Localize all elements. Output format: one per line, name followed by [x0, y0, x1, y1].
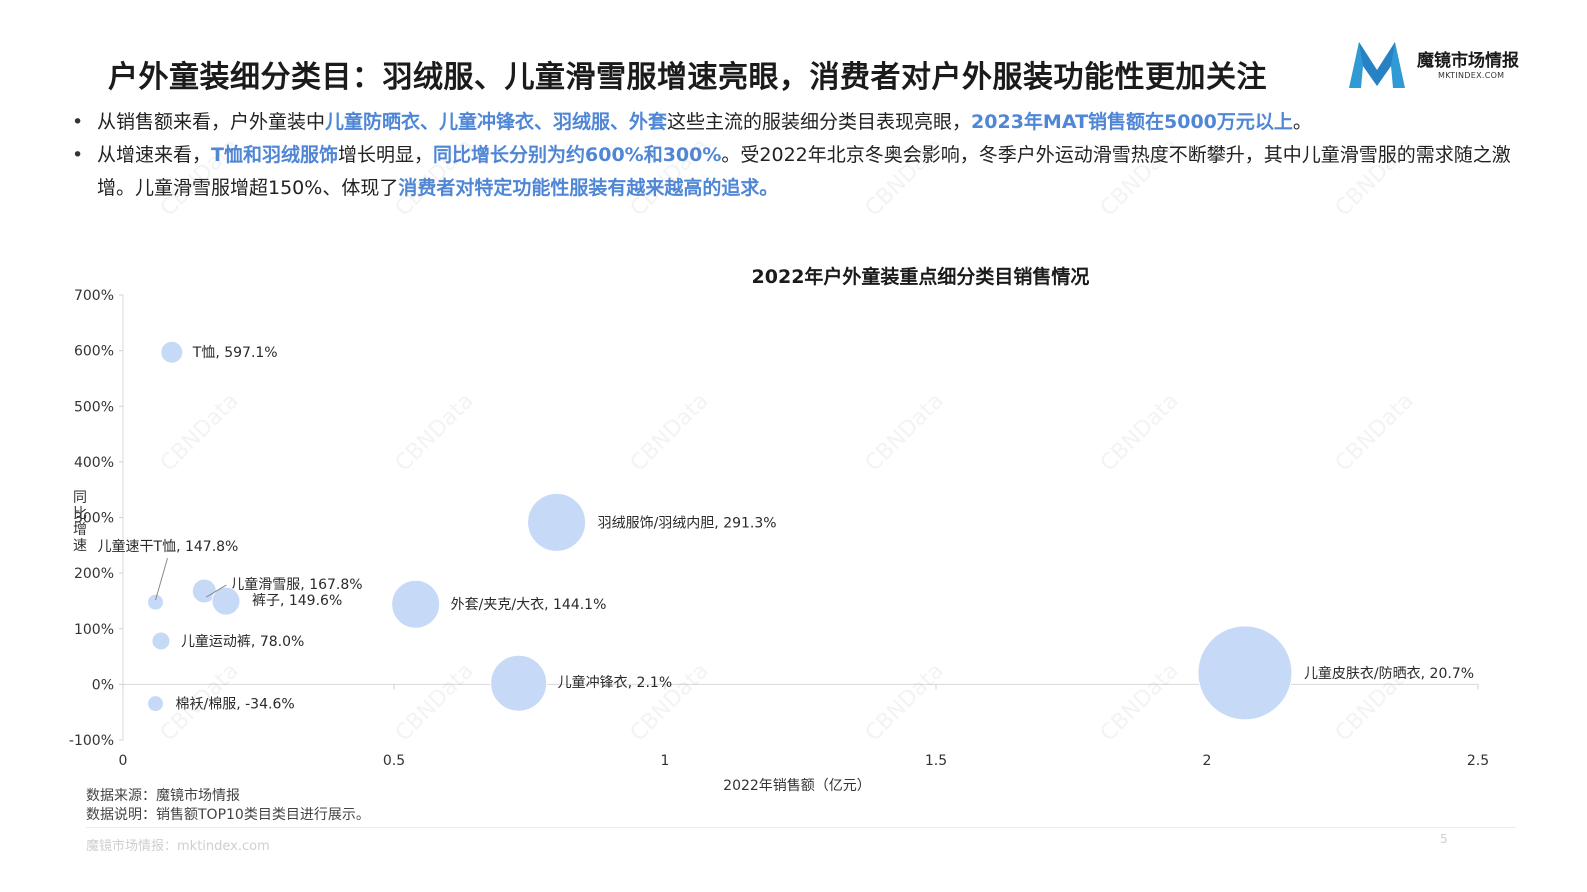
y-tick-label: 200%: [74, 566, 114, 582]
leader-line: [206, 584, 227, 598]
bullet-text: 从增速来看，: [97, 144, 212, 166]
brand-logo: 魔镜市场情报 MKTINDEX.COM: [1345, 36, 1535, 96]
bubble-label: 儿童皮肤衣/防晒衣, 20.7%: [1304, 665, 1474, 682]
data-note: 数据说明：销售额TOP10类目类目进行展示。: [86, 807, 370, 823]
y-axis-label: 同: [73, 490, 87, 506]
bubble-label: 儿童冲锋衣, 2.1%: [558, 674, 672, 691]
y-tick-label: 0%: [92, 677, 114, 693]
x-tick-label: 2: [1203, 753, 1212, 769]
y-tick-label: 300%: [74, 511, 114, 527]
y-axis-label: 速: [73, 538, 87, 554]
y-tick-label: -100%: [69, 733, 114, 749]
bullet-text: 。: [1292, 111, 1312, 133]
bubble: [391, 579, 441, 629]
bullet-growth: 从增速来看，T恤和羽绒服饰增长明显，同比增长分别为约600%和300%。受202…: [70, 139, 1540, 205]
bubble-label: 儿童运动裤, 78.0%: [181, 633, 304, 650]
bubble: [151, 631, 171, 651]
bubble-label: 羽绒服饰/羽绒内胆, 291.3%: [598, 515, 777, 531]
bubble: [147, 593, 165, 611]
y-tick-label: 400%: [74, 455, 114, 471]
bullet-highlight: 儿童防晒衣、儿童冲锋衣、羽绒服、外套: [325, 111, 668, 133]
bubble-label: T恤, 597.1%: [192, 345, 278, 361]
bullet-highlight: 2023年MAT销售额在5000万元以上: [971, 111, 1293, 133]
y-axis-label: 比: [73, 506, 87, 522]
footer-site: 魔镜市场情报：mktindex.com: [86, 839, 270, 854]
bullet-highlight: 消费者对特定功能性服装有越来越高的追求。: [398, 177, 779, 199]
bubble-label: 棉袄/棉服, -34.6%: [176, 696, 295, 713]
bullet-highlight: 同比增长分别为约600%和300%: [433, 144, 722, 166]
bullet-sales: 从销售额来看，户外童装中儿童防晒衣、儿童冲锋衣、羽绒服、外套这些主流的服装细分类…: [70, 106, 1540, 139]
data-source: 数据来源：魔镜市场情报: [86, 788, 240, 804]
leader-line: [155, 558, 169, 601]
bullet-text: 从销售额来看，户外童装中: [97, 111, 326, 133]
y-tick-label: 100%: [74, 622, 114, 638]
x-tick-label: 0: [119, 753, 128, 769]
bubble: [160, 340, 184, 364]
y-tick-label: 500%: [74, 399, 114, 415]
page-number: 5: [1440, 832, 1448, 846]
bullet-text: 增长明显，: [337, 144, 433, 166]
y-axis-label: 增: [73, 522, 87, 538]
bubble: [527, 492, 587, 552]
bubble-label: 儿童速干T恤, 147.8%: [98, 538, 239, 555]
logo-text: 魔镜市场情报: [1417, 51, 1519, 71]
bubble: [147, 695, 165, 713]
bubble-label: 儿童滑雪服, 167.8%: [230, 576, 362, 593]
y-tick-label: 600%: [74, 344, 114, 360]
bubble: [1197, 625, 1293, 721]
bubble-label: 裤子, 149.6%: [252, 593, 342, 609]
chart-title: 2022年户外童装重点细分类目销售情况: [752, 265, 1090, 288]
logo-m-icon: [1349, 42, 1405, 88]
bullet-text: 。受2022年北京冬奥会影响，冬季户外运动滑雪热度不断攀升，其中儿童滑雪服的需求…: [97, 144, 1511, 199]
y-tick-label: 700%: [74, 288, 114, 304]
x-tick-label: 1: [661, 753, 670, 769]
x-axis-label: 2022年销售额（亿元）: [723, 778, 871, 794]
footer-divider: [86, 827, 1516, 828]
bubble-label: 外套/夹克/大衣, 144.1%: [451, 597, 607, 613]
chart-notes: 数据来源：魔镜市场情报 数据说明：销售额TOP10类目类目进行展示。: [86, 787, 370, 825]
summary-bullets: 从销售额来看，户外童装中儿童防晒衣、儿童冲锋衣、羽绒服、外套这些主流的服装细分类…: [70, 106, 1540, 205]
page-title: 户外童装细分类目：羽绒服、儿童滑雪服增速亮眼，消费者对户外服装功能性更加关注: [108, 60, 1267, 95]
bubble: [490, 654, 548, 712]
logo-url: MKTINDEX.COM: [1438, 71, 1505, 80]
x-tick-label: 2.5: [1467, 753, 1489, 769]
bullet-text: 这些主流的服装细分类目表现亮眼，: [667, 111, 972, 133]
x-tick-label: 1.5: [925, 753, 947, 769]
bullet-highlight: T恤和羽绒服饰: [211, 144, 338, 166]
bubble: [211, 586, 241, 616]
x-tick-label: 0.5: [383, 753, 405, 769]
